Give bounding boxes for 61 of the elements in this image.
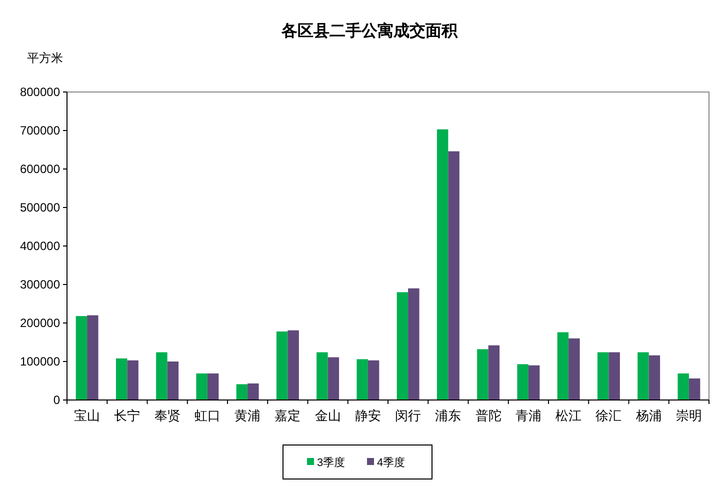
x-tick-label: 黄浦 bbox=[234, 408, 261, 423]
x-tick-label: 宝山 bbox=[74, 408, 100, 423]
bar bbox=[248, 383, 259, 400]
y-tick-label: 600000 bbox=[20, 162, 60, 176]
bar bbox=[488, 345, 500, 400]
bar bbox=[368, 360, 380, 400]
x-tick-label: 杨浦 bbox=[634, 408, 662, 423]
bar bbox=[638, 352, 649, 400]
bar bbox=[557, 332, 569, 400]
x-tick-label: 松江 bbox=[556, 408, 582, 423]
bar bbox=[167, 362, 179, 400]
bar bbox=[568, 338, 580, 400]
bar bbox=[678, 373, 689, 400]
bar bbox=[276, 331, 288, 400]
bar bbox=[288, 330, 299, 400]
bar bbox=[328, 357, 340, 400]
bar bbox=[517, 364, 528, 400]
legend-label: 4季度 bbox=[377, 456, 406, 469]
y-tick-label: 300000 bbox=[20, 278, 60, 292]
y-tick-label: 500000 bbox=[20, 200, 60, 215]
bar bbox=[477, 349, 488, 400]
y-tick-label: 700000 bbox=[20, 124, 60, 138]
bar bbox=[76, 316, 88, 400]
bar bbox=[688, 378, 700, 400]
x-tick-label: 普陀 bbox=[475, 408, 502, 423]
bar bbox=[608, 352, 620, 400]
x-tick-label: 长宁 bbox=[114, 408, 140, 423]
x-tick-label: 崇明 bbox=[676, 408, 702, 423]
bar bbox=[236, 384, 248, 400]
x-tick-label: 金山 bbox=[314, 408, 341, 423]
bar bbox=[156, 352, 168, 400]
bar bbox=[648, 355, 660, 400]
y-tick-label: 0 bbox=[53, 393, 60, 408]
x-tick-label: 闵行 bbox=[395, 408, 422, 423]
x-tick-label: 虹口 bbox=[194, 408, 220, 423]
bar bbox=[207, 373, 219, 400]
bar bbox=[528, 365, 540, 400]
y-tick-label: 800000 bbox=[20, 85, 60, 100]
y-tick-label: 400000 bbox=[20, 239, 60, 254]
x-tick-label: 浦东 bbox=[435, 408, 462, 423]
x-tick-label: 奉贤 bbox=[154, 408, 180, 423]
x-tick-label: 静安 bbox=[354, 408, 381, 423]
bar bbox=[116, 358, 128, 400]
bar bbox=[196, 373, 208, 400]
bar bbox=[436, 129, 448, 400]
bar bbox=[127, 360, 138, 400]
bar bbox=[396, 292, 408, 400]
y-tick-label: 200000 bbox=[20, 316, 60, 330]
bar bbox=[408, 288, 420, 400]
bar bbox=[87, 315, 98, 400]
bar bbox=[448, 151, 460, 400]
y-tick-label: 100000 bbox=[20, 354, 60, 369]
y-axis-title: 平方米 bbox=[27, 51, 63, 65]
bar bbox=[316, 352, 328, 400]
x-tick-label: 徐汇 bbox=[596, 408, 622, 423]
x-tick-label: 青浦 bbox=[515, 408, 542, 423]
bar bbox=[356, 359, 368, 400]
chart-title: 各区县二手公寓成交面积 bbox=[280, 21, 458, 40]
x-tick-label: 嘉定 bbox=[274, 408, 301, 423]
legend-label: 3季度 bbox=[317, 456, 346, 469]
bar bbox=[597, 352, 609, 400]
